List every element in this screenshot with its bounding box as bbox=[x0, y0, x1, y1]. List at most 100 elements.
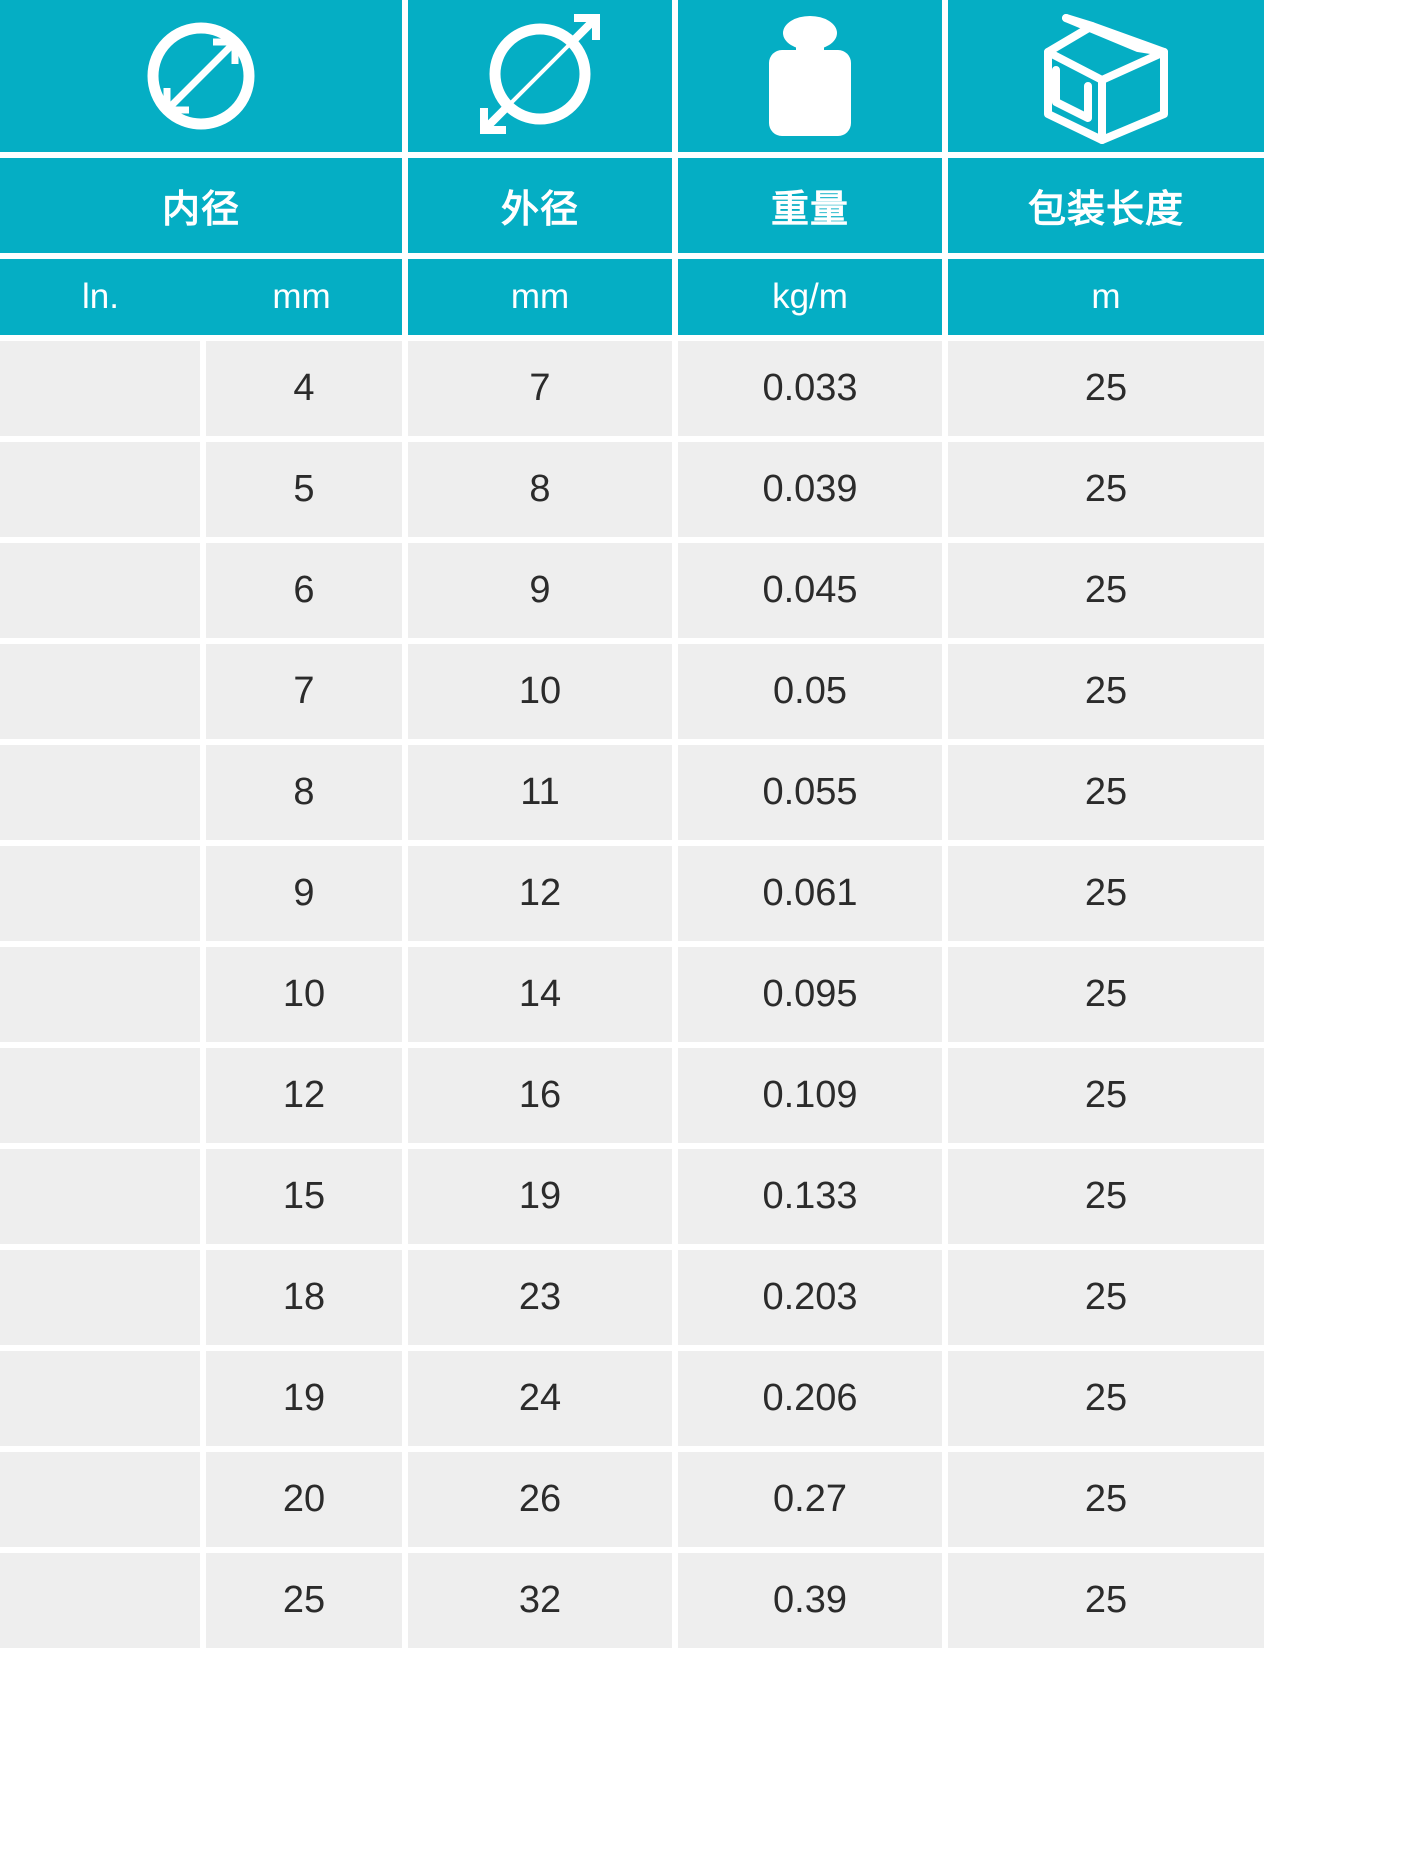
cell-inner-diameter-in bbox=[0, 341, 200, 436]
header-unit-outer-diameter: mm bbox=[408, 259, 672, 335]
header-unit-package-length: m bbox=[948, 259, 1264, 335]
cell-outer-diameter: 7 bbox=[408, 341, 672, 436]
cell-inner-diameter-mm: 18 bbox=[206, 1250, 402, 1345]
header-units-row: ln. mm mm kg/m m bbox=[0, 259, 1418, 335]
table-row: 4 7 0.033 25 bbox=[0, 341, 1418, 436]
cell-outer-diameter: 24 bbox=[408, 1351, 672, 1446]
cell-package-length: 25 bbox=[948, 1452, 1264, 1547]
package-length-icon-cell bbox=[948, 0, 1264, 152]
table-row: 6 9 0.045 25 bbox=[0, 543, 1418, 638]
cell-weight: 0.033 bbox=[678, 341, 942, 436]
cell-inner-diameter-in bbox=[0, 543, 200, 638]
weight-icon-cell bbox=[678, 0, 942, 152]
cell-package-length: 25 bbox=[948, 644, 1264, 739]
outer-diameter-icon-cell bbox=[408, 0, 672, 152]
table-row: 10 14 0.095 25 bbox=[0, 947, 1418, 1042]
header-unit-weight: kg/m bbox=[678, 259, 942, 335]
cell-weight: 0.109 bbox=[678, 1048, 942, 1143]
cell-inner-diameter-mm: 15 bbox=[206, 1149, 402, 1244]
cell-weight: 0.133 bbox=[678, 1149, 942, 1244]
header-title-weight: 重量 bbox=[678, 158, 942, 253]
cell-package-length: 25 bbox=[948, 442, 1264, 537]
table-row: 7 10 0.05 25 bbox=[0, 644, 1418, 739]
cell-inner-diameter-mm: 19 bbox=[206, 1351, 402, 1446]
cell-weight: 0.203 bbox=[678, 1250, 942, 1345]
cell-inner-diameter-in bbox=[0, 1149, 200, 1244]
cell-outer-diameter: 26 bbox=[408, 1452, 672, 1547]
table-row: 25 32 0.39 25 bbox=[0, 1553, 1418, 1648]
cell-package-length: 25 bbox=[948, 1048, 1264, 1143]
cell-weight: 0.039 bbox=[678, 442, 942, 537]
table-row: 15 19 0.133 25 bbox=[0, 1149, 1418, 1244]
cell-inner-diameter-mm: 12 bbox=[206, 1048, 402, 1143]
cell-outer-diameter: 19 bbox=[408, 1149, 672, 1244]
table-body: 4 7 0.033 25 5 8 0.039 25 6 9 0.045 25 7 10 0.05 25 8 11 0… bbox=[0, 335, 1418, 1648]
cell-package-length: 25 bbox=[948, 947, 1264, 1042]
table-row: 12 16 0.109 25 bbox=[0, 1048, 1418, 1143]
cell-inner-diameter-mm: 25 bbox=[206, 1553, 402, 1648]
cell-inner-diameter-in bbox=[0, 1250, 200, 1345]
cell-inner-diameter-mm: 20 bbox=[206, 1452, 402, 1547]
cell-outer-diameter: 8 bbox=[408, 442, 672, 537]
header-unit-inner-diameter-mm: mm bbox=[272, 277, 331, 316]
cell-inner-diameter-in bbox=[0, 442, 200, 537]
cell-weight: 0.05 bbox=[678, 644, 942, 739]
package-length-icon bbox=[1044, 14, 1168, 144]
cell-outer-diameter: 14 bbox=[408, 947, 672, 1042]
inner-diameter-icon-cell bbox=[0, 0, 402, 152]
table-row: 20 26 0.27 25 bbox=[0, 1452, 1418, 1547]
cell-inner-diameter-in bbox=[0, 1351, 200, 1446]
cell-inner-diameter-mm: 5 bbox=[206, 442, 402, 537]
weight-icon bbox=[769, 16, 851, 136]
cell-inner-diameter-mm: 10 bbox=[206, 947, 402, 1042]
header-icon-row bbox=[0, 0, 1418, 152]
outer-diameter-icon bbox=[480, 14, 600, 134]
cell-package-length: 25 bbox=[948, 846, 1264, 941]
header-title-package-length: 包装长度 bbox=[948, 158, 1264, 253]
cell-package-length: 25 bbox=[948, 543, 1264, 638]
inner-diameter-icon bbox=[147, 22, 255, 130]
cell-weight: 0.206 bbox=[678, 1351, 942, 1446]
header-title-inner-diameter: 内径 bbox=[0, 158, 402, 253]
cell-package-length: 25 bbox=[948, 745, 1264, 840]
cell-inner-diameter-mm: 8 bbox=[206, 745, 402, 840]
table-row: 5 8 0.039 25 bbox=[0, 442, 1418, 537]
cell-weight: 0.39 bbox=[678, 1553, 942, 1648]
cell-weight: 0.27 bbox=[678, 1452, 942, 1547]
cell-outer-diameter: 11 bbox=[408, 745, 672, 840]
cell-package-length: 25 bbox=[948, 1149, 1264, 1244]
cell-outer-diameter: 23 bbox=[408, 1250, 672, 1345]
header-title-row: 内径 外径 重量 包装长度 bbox=[0, 158, 1418, 253]
cell-package-length: 25 bbox=[948, 1250, 1264, 1345]
cell-outer-diameter: 12 bbox=[408, 846, 672, 941]
table-row: 18 23 0.203 25 bbox=[0, 1250, 1418, 1345]
cell-outer-diameter: 16 bbox=[408, 1048, 672, 1143]
cell-weight: 0.095 bbox=[678, 947, 942, 1042]
cell-inner-diameter-in bbox=[0, 644, 200, 739]
cell-inner-diameter-in bbox=[0, 947, 200, 1042]
cell-outer-diameter: 10 bbox=[408, 644, 672, 739]
cell-inner-diameter-mm: 9 bbox=[206, 846, 402, 941]
cell-package-length: 25 bbox=[948, 1351, 1264, 1446]
cell-inner-diameter-in bbox=[0, 1452, 200, 1547]
header-units-inner-diameter-cell: ln. mm bbox=[0, 259, 402, 335]
cell-package-length: 25 bbox=[948, 1553, 1264, 1648]
table-row: 9 12 0.061 25 bbox=[0, 846, 1418, 941]
cell-weight: 0.061 bbox=[678, 846, 942, 941]
cell-inner-diameter-mm: 7 bbox=[206, 644, 402, 739]
cell-inner-diameter-mm: 4 bbox=[206, 341, 402, 436]
cell-weight: 0.055 bbox=[678, 745, 942, 840]
cell-package-length: 25 bbox=[948, 341, 1264, 436]
cell-inner-diameter-in bbox=[0, 745, 200, 840]
cell-outer-diameter: 32 bbox=[408, 1553, 672, 1648]
cell-inner-diameter-mm: 6 bbox=[206, 543, 402, 638]
cell-inner-diameter-in bbox=[0, 1048, 200, 1143]
table-row: 19 24 0.206 25 bbox=[0, 1351, 1418, 1446]
cell-inner-diameter-in bbox=[0, 846, 200, 941]
cell-outer-diameter: 9 bbox=[408, 543, 672, 638]
cell-weight: 0.045 bbox=[678, 543, 942, 638]
header-title-outer-diameter: 外径 bbox=[408, 158, 672, 253]
table-row: 8 11 0.055 25 bbox=[0, 745, 1418, 840]
header-unit-inner-diameter-in: ln. bbox=[82, 277, 119, 316]
